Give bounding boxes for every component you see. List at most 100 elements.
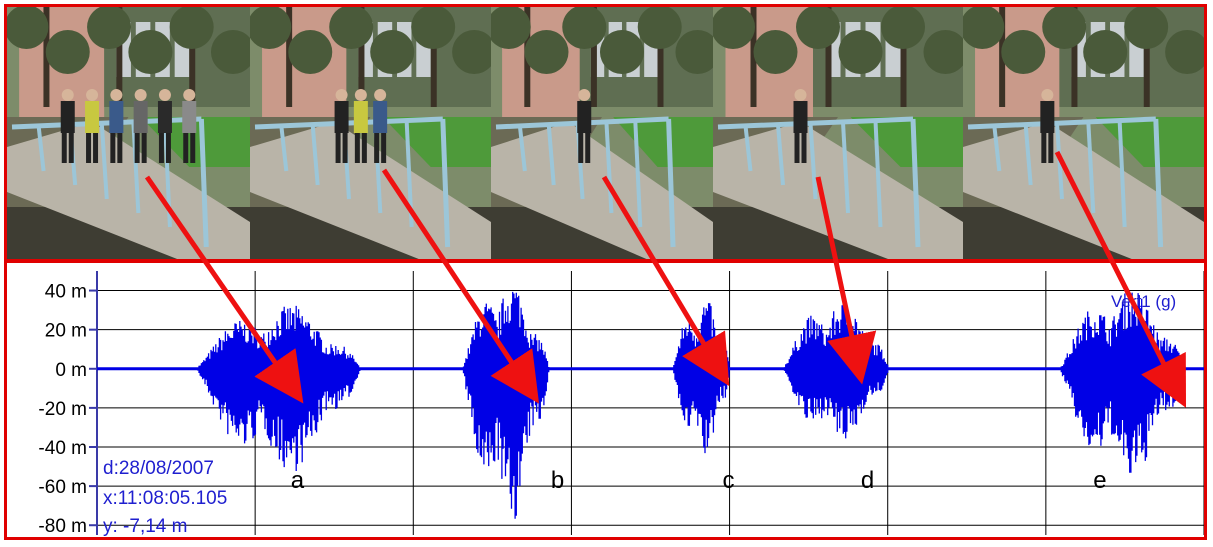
rail-post [279, 125, 289, 172]
foliage [881, 7, 925, 49]
foliage [562, 7, 607, 49]
tree-trunk [750, 7, 757, 107]
y-tick-label: 40 m [45, 282, 87, 303]
bridge-rail [717, 116, 914, 130]
person [577, 89, 592, 163]
person [793, 89, 808, 163]
photo-c [491, 7, 713, 259]
foliage [796, 7, 840, 49]
foliage [169, 7, 214, 49]
rail-post [873, 120, 883, 228]
grass [613, 117, 713, 167]
foliage [411, 7, 456, 49]
event-label-a: a [291, 467, 305, 494]
foliage [329, 7, 374, 49]
y-tick-label: 20 m [45, 321, 87, 342]
foliage [7, 7, 49, 49]
bridge-rail [254, 116, 443, 130]
foliage [128, 30, 173, 74]
photo-a [7, 7, 250, 259]
burst-c [673, 303, 731, 454]
event-label-d: d [861, 467, 874, 494]
tree-trunk [116, 7, 123, 107]
tree-trunk [825, 7, 832, 107]
person [109, 89, 124, 163]
tree-trunk [1143, 7, 1150, 107]
readout-time: x:11:08:05.105 [103, 488, 227, 509]
figure-frame: 40 m 20 m 0 m -20 m -40 m -60 m -80 m Vert1 (g… [4, 4, 1207, 540]
foliage [1001, 30, 1046, 74]
readout-value: y: -7,14 m [103, 516, 187, 537]
tree-trunk [430, 7, 437, 107]
rail-post [910, 118, 921, 248]
tree-trunk [189, 7, 196, 107]
tree-trunk [900, 7, 907, 107]
tree-trunk [1071, 7, 1078, 107]
person [182, 89, 197, 163]
event-label-e: e [1093, 467, 1106, 494]
tree-trunk [590, 7, 597, 107]
y-tick-label: 0 m [55, 360, 87, 381]
burst-b [462, 291, 550, 519]
foliage [675, 30, 713, 74]
rail-post [36, 125, 46, 172]
person [373, 89, 388, 163]
foliage [1165, 30, 1204, 74]
foliage [491, 7, 531, 49]
grass [382, 117, 491, 167]
foliage [923, 30, 963, 74]
foliage [838, 30, 883, 74]
photo-strip [7, 7, 1204, 263]
event-label-c: c [722, 467, 734, 494]
photo-d [713, 7, 963, 259]
legend-label: Vert1 (g) [1111, 292, 1176, 311]
person [353, 89, 368, 163]
burst-d [783, 302, 890, 439]
person [133, 89, 148, 163]
person [157, 89, 172, 163]
tree-trunk [358, 7, 365, 107]
foliage [1124, 7, 1169, 49]
foliage [713, 7, 755, 49]
person [85, 89, 100, 163]
foliage [1042, 7, 1087, 49]
tree-trunk [657, 7, 664, 107]
y-tick-label: -40 m [38, 438, 87, 459]
y-tick-label: -20 m [38, 399, 87, 420]
burst-e [1060, 292, 1186, 473]
rail-post [743, 125, 753, 172]
foliage [288, 30, 333, 74]
person [1040, 89, 1055, 163]
rail-post [776, 124, 785, 186]
y-tick-label: -80 m [38, 516, 87, 537]
burst-trace [462, 291, 550, 519]
photo-e [963, 7, 1204, 259]
burst-trace [1060, 292, 1186, 473]
rail-post [99, 123, 109, 200]
signal-bursts [197, 291, 1186, 519]
burst-trace [673, 303, 731, 454]
foliage [452, 30, 491, 74]
burst-a [197, 305, 361, 471]
foliage [250, 7, 292, 49]
person [60, 89, 75, 163]
foliage [210, 30, 250, 74]
rail-post [808, 123, 818, 200]
rail-post [310, 124, 320, 186]
foliage [963, 7, 1005, 49]
y-tick-label: -60 m [38, 477, 87, 498]
foliage [1083, 30, 1128, 74]
readout-date: d:28/08/2007 [103, 458, 214, 479]
rail-post [1023, 124, 1033, 186]
foliage [753, 30, 798, 74]
y-axis-ticks: 40 m 20 m 0 m -20 m -40 m -60 m -80 m [38, 282, 97, 537]
event-label-b: b [551, 467, 564, 494]
foliage [45, 30, 90, 74]
rail-post [131, 122, 141, 214]
bridge-rail [967, 116, 1156, 130]
event-labels: a b c d e [291, 467, 1107, 494]
rail-post [546, 124, 556, 186]
photo-b [250, 7, 491, 259]
burst-trace [197, 305, 361, 471]
grass [850, 117, 963, 167]
